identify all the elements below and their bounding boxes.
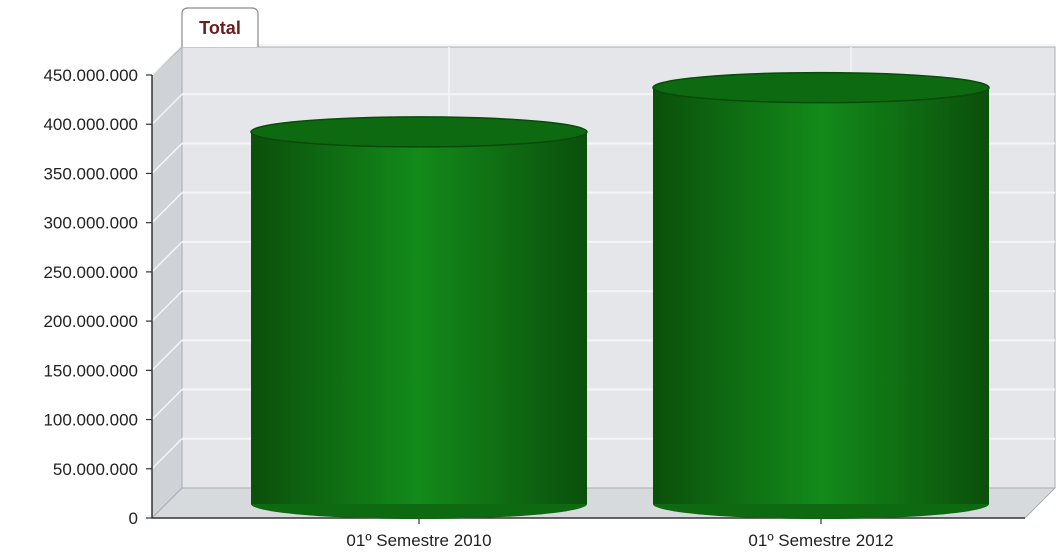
gridline-side [151, 241, 183, 273]
y-tick-label: 400.000.000 [43, 115, 138, 134]
y-tick-label: 350.000.000 [43, 164, 138, 183]
bar-body [653, 87, 989, 504]
gridline-side [151, 389, 183, 421]
y-tick-label: 450.000.000 [43, 66, 138, 85]
gridline-side [151, 44, 183, 76]
y-tick-label: 0 [129, 509, 138, 528]
y-tick-label: 250.000.000 [43, 263, 138, 282]
x-axis-labels: 01º Semestre 2010 01º Semestre 2012 [346, 518, 894, 550]
y-tick-label: 300.000.000 [43, 214, 138, 233]
gridline-side [151, 290, 183, 322]
gridline-side [151, 192, 183, 224]
bar-cylinder[interactable] [250, 116, 588, 519]
bar-cylinder[interactable] [652, 71, 990, 519]
y-tick-label: 50.000.000 [53, 460, 138, 479]
gridline-side [151, 339, 183, 371]
gridline-side [151, 142, 183, 174]
plot-side-wall [151, 45, 183, 520]
y-tick-label: 100.000.000 [43, 411, 138, 430]
gridline-side [151, 93, 183, 125]
legend-tab[interactable]: Total [181, 7, 259, 47]
x-tick-label: 01º Semestre 2010 [346, 531, 491, 550]
x-tick-label: 01º Semestre 2012 [748, 531, 893, 550]
bar-top [250, 116, 588, 148]
bars [250, 71, 990, 519]
y-tick-label: 200.000.000 [43, 312, 138, 331]
bar-body [251, 131, 587, 504]
gridline-side [151, 438, 183, 470]
bar-top [652, 71, 990, 104]
legend-tab-label: Total [199, 18, 241, 38]
y-tick-label: 150.000.000 [43, 361, 138, 380]
y-axis-ticks: 0 50.000.000 100.000.000 150.000.000 200.000… [43, 66, 152, 528]
